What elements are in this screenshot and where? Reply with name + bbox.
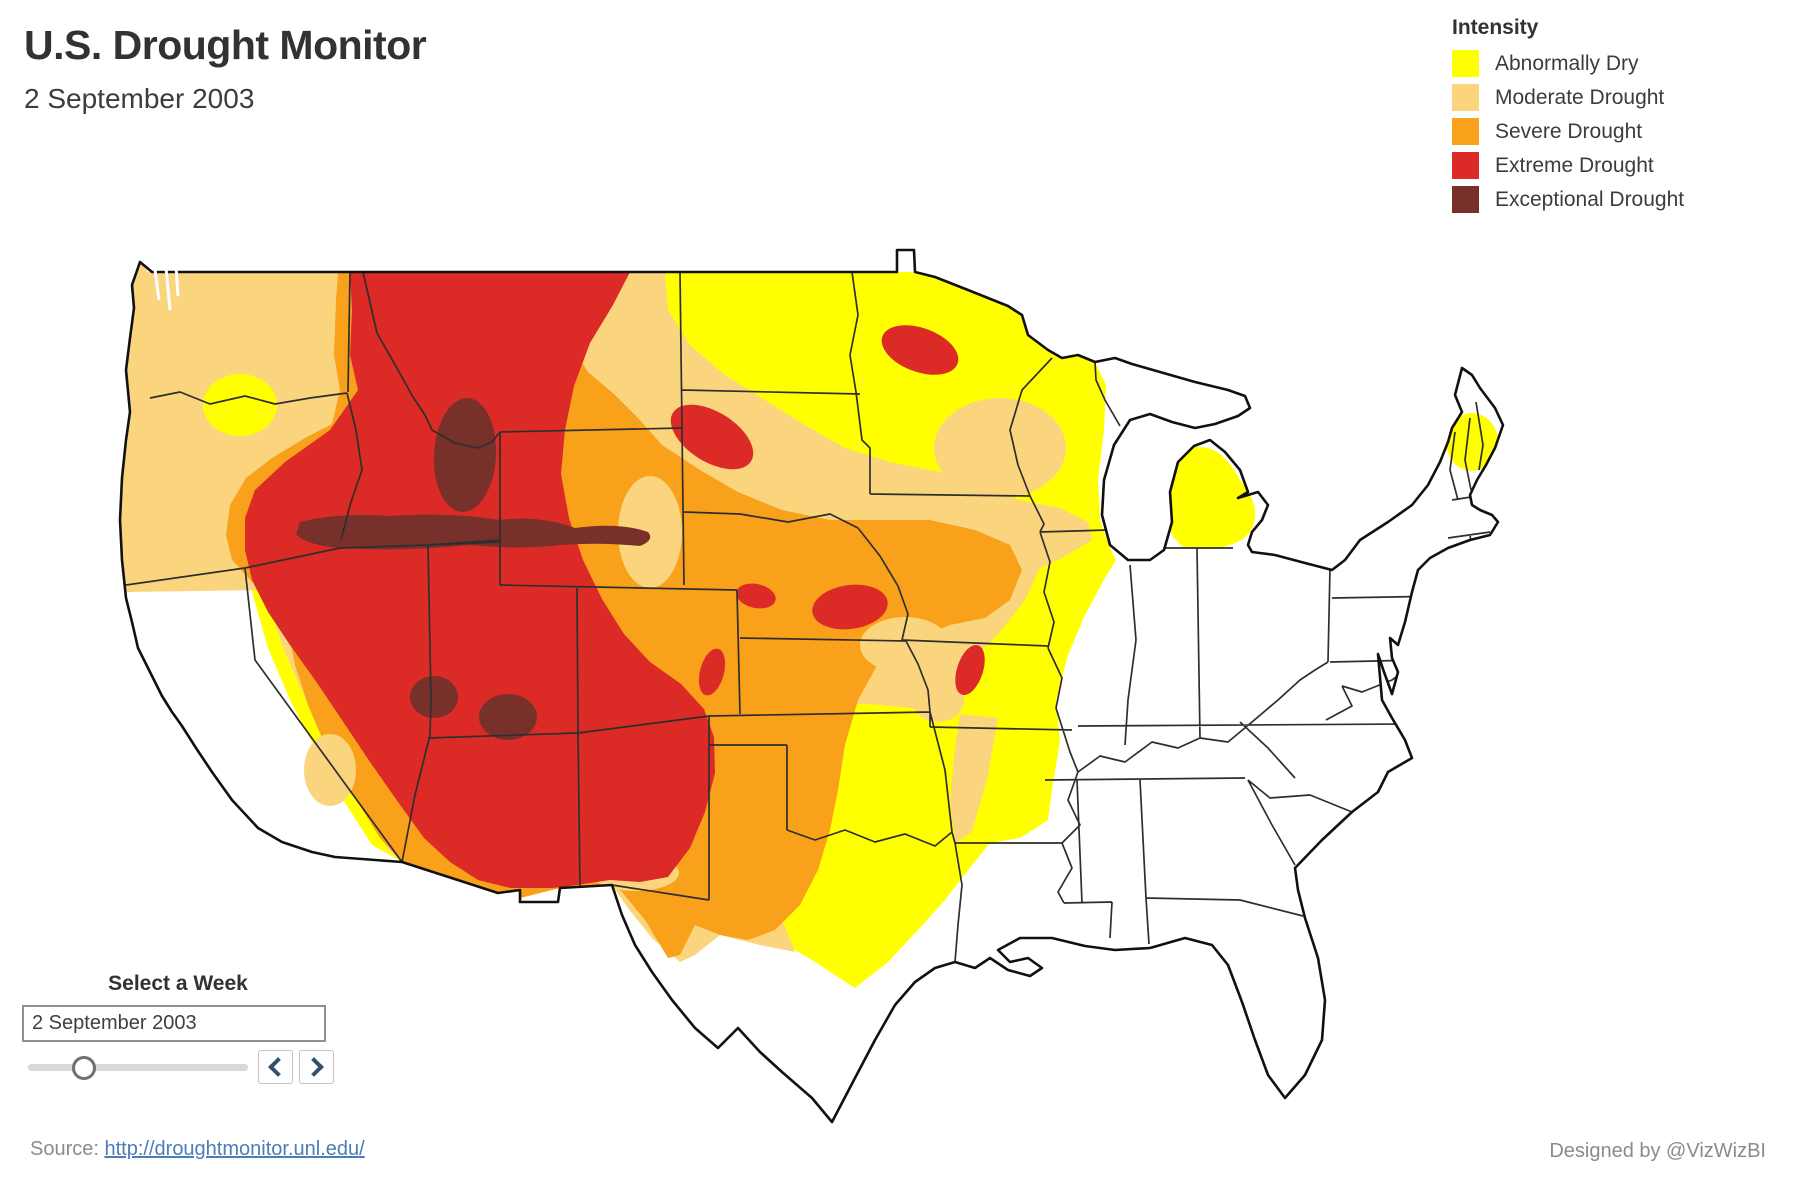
drought-blob-michigan bbox=[1159, 446, 1256, 550]
legend-item[interactable]: Abnormally Dry bbox=[1452, 50, 1792, 77]
state-borders bbox=[125, 271, 1491, 963]
legend-title: Intensity bbox=[1452, 16, 1539, 39]
source-label: Source: bbox=[30, 1138, 99, 1160]
red-blob-iowa bbox=[812, 584, 888, 630]
source-link[interactable]: http://droughtmonitor.unl.edu/ bbox=[104, 1138, 365, 1160]
page-title: U.S. Drought Monitor bbox=[24, 22, 427, 68]
legend-item-label: Extreme Drought bbox=[1495, 153, 1654, 177]
week-selector: Select a Week bbox=[22, 972, 334, 1094]
page-subtitle: 2 September 2003 bbox=[24, 83, 255, 114]
drought-blob-oklahoma-strip bbox=[950, 714, 998, 843]
legend-swatch-icon bbox=[1452, 50, 1479, 77]
pocket-kansas-a bbox=[860, 617, 950, 673]
brown-blob-utah-se bbox=[479, 694, 537, 740]
legend-item[interactable]: Severe Drought bbox=[1452, 118, 1792, 145]
chevron-right-icon bbox=[304, 1057, 324, 1077]
brown-bar-nevada-utah bbox=[296, 514, 651, 550]
drought-layer-extreme bbox=[245, 272, 715, 888]
week-slider-knob[interactable] bbox=[71, 1056, 96, 1080]
legend-rows: Abnormally Dry Moderate Drought Severe D… bbox=[1452, 50, 1792, 213]
red-blob-nebraska bbox=[736, 583, 776, 609]
drought-blob-wisconsin bbox=[934, 398, 1066, 498]
drought-blob-maine bbox=[1446, 413, 1498, 471]
red-blob-kansas bbox=[955, 644, 985, 696]
legend-swatch-icon bbox=[1452, 186, 1479, 213]
red-blob-colorado bbox=[698, 648, 726, 696]
legend-item-label: Severe Drought bbox=[1495, 119, 1643, 143]
legend-item[interactable]: Extreme Drought bbox=[1452, 152, 1792, 179]
source-note: Source: http://droughtmonitor.unl.edu/ bbox=[30, 1138, 365, 1161]
next-week-button[interactable] bbox=[299, 1050, 334, 1084]
legend-item-label: Abnormally Dry bbox=[1495, 51, 1639, 75]
previous-week-button[interactable] bbox=[258, 1050, 293, 1084]
red-blob-north-dakota bbox=[881, 325, 959, 375]
brown-blob-utah-sw bbox=[410, 676, 458, 718]
header: U.S. Drought Monitor 2 September 2003 bbox=[24, 22, 427, 115]
week-selector-label: Select a Week bbox=[108, 972, 248, 995]
pocket-wyoming bbox=[618, 476, 682, 588]
pocket-kansas-b bbox=[912, 678, 964, 722]
week-slider-row bbox=[22, 1048, 334, 1094]
legend-item-label: Exceptional Drought bbox=[1495, 187, 1685, 211]
legend-item-label: Moderate Drought bbox=[1495, 85, 1665, 109]
brown-blob-idaho bbox=[433, 398, 497, 512]
chevron-left-icon bbox=[268, 1057, 288, 1077]
legend-item[interactable]: Exceptional Drought bbox=[1452, 186, 1792, 213]
legend-swatch-icon bbox=[1452, 84, 1479, 111]
legend-swatch-icon bbox=[1452, 152, 1479, 179]
pocket-arizona bbox=[304, 734, 356, 806]
legend-swatch-icon bbox=[1452, 118, 1479, 145]
week-slider-track[interactable] bbox=[28, 1056, 248, 1080]
intensity-legend: Intensity Abnormally Dry Moderate Drough… bbox=[1452, 16, 1792, 220]
week-input[interactable] bbox=[22, 1005, 326, 1042]
drought-blob-washington bbox=[203, 374, 277, 436]
us-outline bbox=[118, 248, 1505, 1124]
legend-item[interactable]: Moderate Drought bbox=[1452, 84, 1792, 111]
red-blob-south-dakota bbox=[670, 404, 754, 470]
puget-sound bbox=[152, 261, 180, 311]
credit-note: Designed by @VizWizBI bbox=[1549, 1140, 1766, 1162]
